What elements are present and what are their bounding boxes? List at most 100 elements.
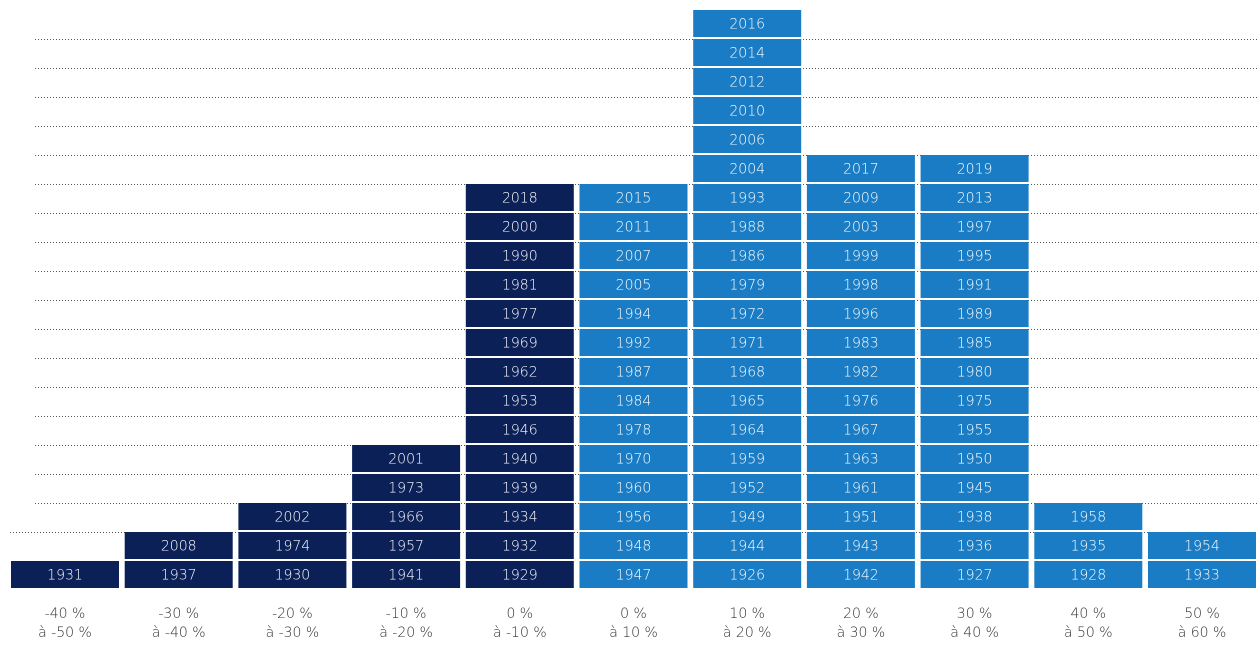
year-label: 1980 xyxy=(957,365,993,381)
year-cell xyxy=(465,387,574,414)
year-cell xyxy=(920,474,1029,501)
year-cell xyxy=(579,532,688,559)
year-label: 1964 xyxy=(729,423,765,439)
year-label: 1992 xyxy=(616,336,652,352)
year-label: 1935 xyxy=(1070,539,1106,555)
year-label: 1946 xyxy=(502,423,538,439)
x-tick-label: à 40 % xyxy=(950,625,999,641)
year-cell xyxy=(693,474,802,501)
year-cell xyxy=(693,213,802,240)
year-label: 1988 xyxy=(729,220,765,236)
year-cell xyxy=(11,561,119,588)
year-cell xyxy=(920,242,1029,269)
year-label: 1928 xyxy=(1070,568,1106,584)
year-cell xyxy=(693,300,802,327)
year-label: 2012 xyxy=(729,75,765,91)
year-cell xyxy=(579,445,688,472)
year-cell xyxy=(920,213,1029,240)
year-label: 1942 xyxy=(843,568,879,584)
year-cell xyxy=(465,184,574,211)
year-cell xyxy=(693,532,802,559)
year-label: 1941 xyxy=(388,568,424,584)
x-tick-label: 0 % xyxy=(620,606,647,622)
year-cell xyxy=(1034,503,1143,530)
year-label: 1961 xyxy=(843,481,879,497)
x-tick-label: -10 % xyxy=(386,606,427,622)
year-label: 2004 xyxy=(729,162,765,178)
year-label: 1995 xyxy=(957,249,993,265)
year-label: 1953 xyxy=(502,394,538,410)
year-cell xyxy=(806,155,915,182)
year-cell xyxy=(465,329,574,356)
year-cell xyxy=(806,213,915,240)
year-label: 2006 xyxy=(729,133,765,149)
year-label: 2018 xyxy=(502,191,538,207)
year-label: 1963 xyxy=(843,452,879,468)
year-label: 1972 xyxy=(729,307,765,323)
year-label: 1933 xyxy=(1184,568,1220,584)
x-tick-label: 50 % xyxy=(1184,606,1220,622)
year-cell xyxy=(920,329,1029,356)
year-cell xyxy=(579,387,688,414)
year-label: 2015 xyxy=(616,191,652,207)
year-label: 1945 xyxy=(957,481,993,497)
year-label: 1971 xyxy=(729,336,765,352)
year-label: 1966 xyxy=(388,510,424,526)
year-label: 2007 xyxy=(616,249,652,265)
year-label: 1948 xyxy=(616,539,652,555)
year-cell xyxy=(238,561,347,588)
year-label: 1968 xyxy=(729,365,765,381)
year-cell xyxy=(465,532,574,559)
year-cell xyxy=(920,387,1029,414)
x-tick-label: 40 % xyxy=(1071,606,1107,622)
year-cell xyxy=(693,561,802,588)
year-label: 2008 xyxy=(161,539,197,555)
x-tick-label: 30 % xyxy=(957,606,993,622)
year-cell xyxy=(693,39,802,66)
year-label: 1974 xyxy=(275,539,311,555)
x-tick-label: 0 % xyxy=(506,606,533,622)
year-label: 1927 xyxy=(957,568,993,584)
year-label: 1967 xyxy=(843,423,879,439)
x-tick-label: à -10 % xyxy=(493,625,547,641)
year-label: 2000 xyxy=(502,220,538,236)
year-label: 1983 xyxy=(843,336,879,352)
year-label: 1957 xyxy=(388,539,424,555)
x-tick-label: à 50 % xyxy=(1064,625,1113,641)
year-label: 1999 xyxy=(843,249,879,265)
year-cell xyxy=(352,561,461,588)
year-label: 1954 xyxy=(1184,539,1220,555)
year-cell xyxy=(806,416,915,443)
year-label: 2016 xyxy=(729,17,765,33)
year-label: 1947 xyxy=(616,568,652,584)
year-cell xyxy=(465,242,574,269)
year-label: 2013 xyxy=(957,191,993,207)
year-label: 2003 xyxy=(843,220,879,236)
year-cell xyxy=(579,184,688,211)
year-cell xyxy=(693,416,802,443)
year-label: 1959 xyxy=(729,452,765,468)
year-cell xyxy=(238,532,347,559)
year-cell xyxy=(920,358,1029,385)
x-tick-label: à -50 % xyxy=(38,625,92,641)
year-label: 1931 xyxy=(47,568,83,584)
year-cell xyxy=(693,445,802,472)
year-label: 1990 xyxy=(502,249,538,265)
year-label: 1981 xyxy=(502,278,538,294)
year-cell xyxy=(465,445,574,472)
year-cell xyxy=(465,503,574,530)
year-cell xyxy=(124,532,233,559)
year-cell xyxy=(693,10,802,37)
year-cell xyxy=(579,474,688,501)
year-label: 1940 xyxy=(502,452,538,468)
year-label: 1943 xyxy=(843,539,879,555)
year-cell xyxy=(693,184,802,211)
year-label: 1938 xyxy=(957,510,993,526)
year-cell xyxy=(920,184,1029,211)
year-label: 1973 xyxy=(388,481,424,497)
year-cell xyxy=(1034,532,1143,559)
year-label: 1985 xyxy=(957,336,993,352)
year-label: 1998 xyxy=(843,278,879,294)
year-cell xyxy=(693,242,802,269)
